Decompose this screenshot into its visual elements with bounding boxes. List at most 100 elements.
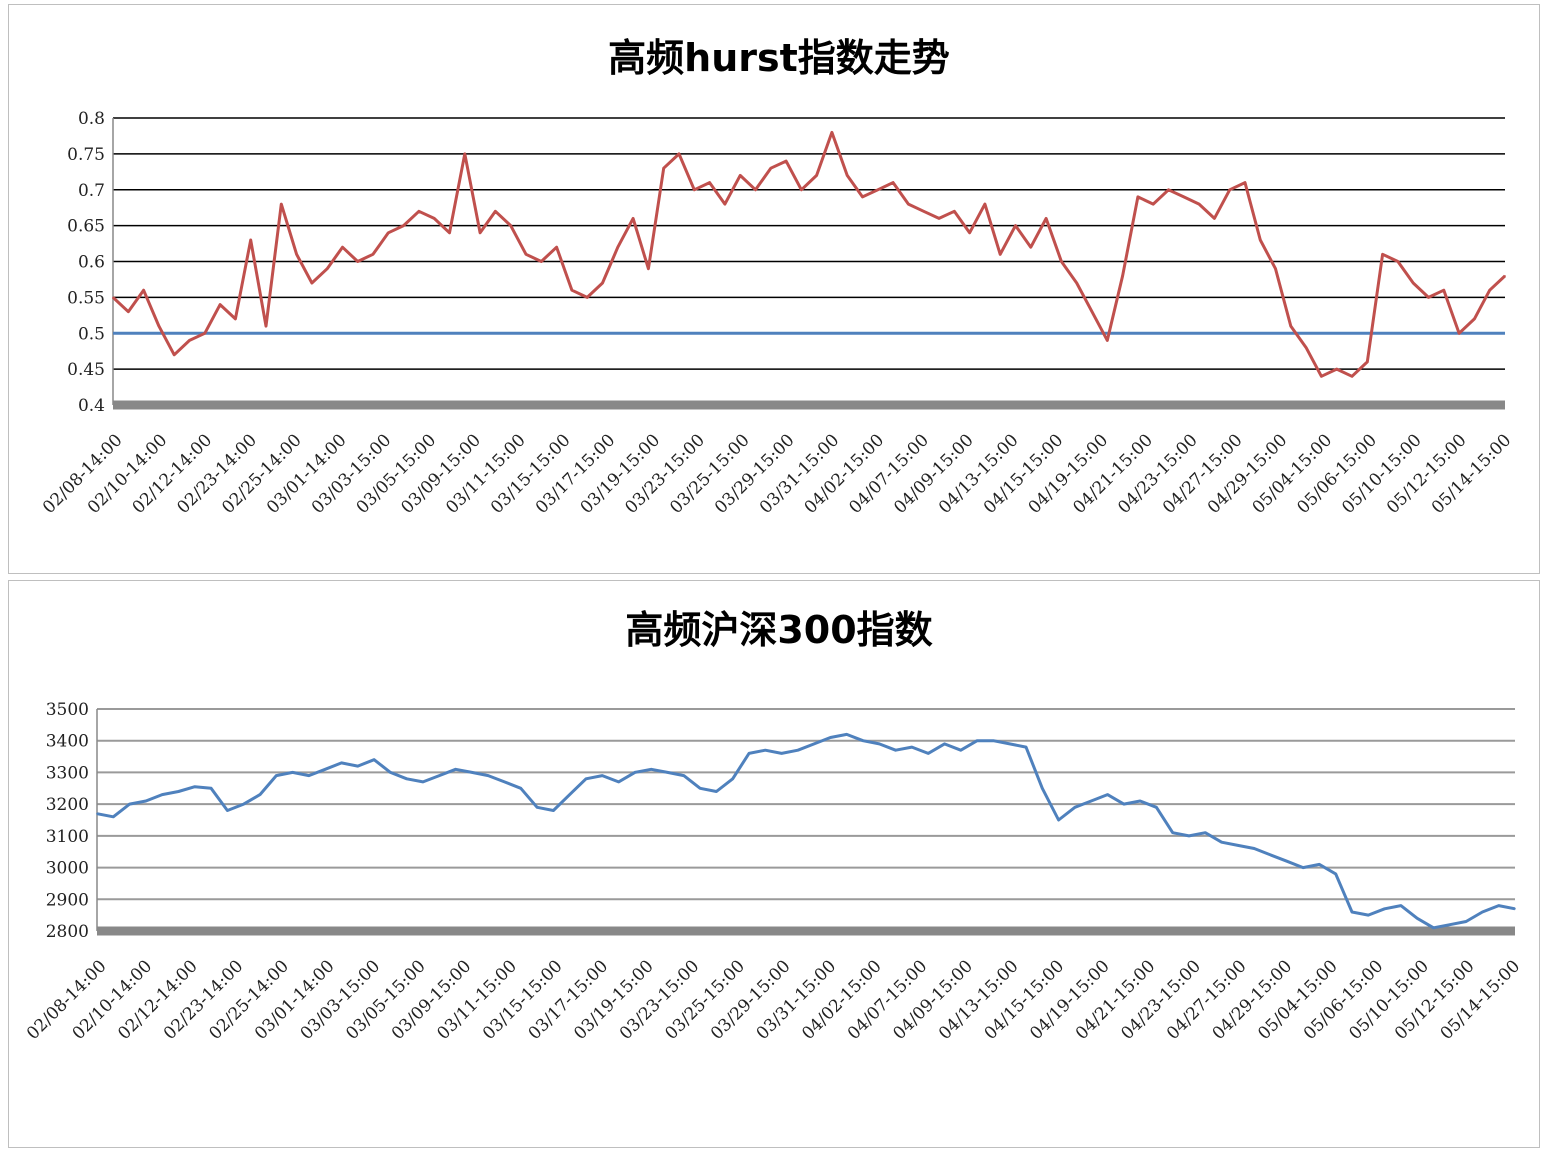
data-point	[1198, 203, 1200, 205]
data-point	[275, 774, 278, 777]
data-point	[1090, 800, 1092, 802]
data-point	[372, 253, 374, 256]
data-point	[907, 203, 910, 205]
y-tick-label: 0.5	[78, 324, 105, 344]
data-point	[405, 778, 408, 780]
data-point	[1367, 914, 1370, 916]
data-point	[861, 196, 864, 198]
data-point	[1351, 375, 1353, 378]
data-point	[1075, 282, 1078, 284]
x-tick-label: 05/14-15:00	[1437, 956, 1524, 1043]
hurst-chart: 高频hurst指数走势 0.8 0.75 0.7 0.65 0.6 0.55 0.5 0.45…	[39, 36, 1515, 518]
hurst-chart-panel: 高频hurst指数走势 0.8 0.75 0.7 0.65 0.6 0.55 0.5 0.45…	[8, 4, 1540, 574]
data-point	[418, 210, 420, 213]
data-point	[259, 793, 261, 796]
data-point	[1335, 368, 1338, 370]
data-point	[173, 354, 175, 356]
data-point	[1488, 289, 1491, 292]
y-tick-label: 0.55	[67, 288, 105, 308]
data-point	[402, 224, 405, 227]
y-tick-label: 3500	[46, 700, 89, 720]
data-point	[373, 758, 375, 761]
data-point	[617, 246, 619, 248]
data-point	[177, 790, 180, 793]
data-point	[1123, 803, 1125, 805]
data-point	[249, 239, 252, 241]
data-point	[188, 339, 191, 342]
data-point	[571, 289, 573, 292]
data-point	[226, 809, 229, 812]
y-tick-label: 3100	[46, 827, 89, 847]
data-point	[112, 816, 115, 818]
data-point	[494, 210, 497, 213]
data-point	[341, 246, 344, 248]
y-tick-label: 0.6	[78, 253, 105, 273]
data-point	[911, 746, 913, 748]
data-point	[1416, 917, 1418, 920]
data-point	[389, 771, 392, 774]
data-point	[1443, 289, 1445, 292]
chart-title: 高频沪深300指数	[625, 608, 932, 652]
data-point	[1041, 787, 1044, 790]
chart-title: 高频hurst指数走势	[608, 36, 950, 80]
data-point	[1302, 866, 1304, 869]
data-point	[280, 203, 283, 205]
data-point	[1228, 189, 1231, 191]
y-tick-label: 3400	[46, 732, 89, 752]
data-point	[1025, 746, 1027, 748]
data-point	[731, 778, 734, 780]
data-point	[724, 203, 726, 205]
data-point	[1269, 854, 1272, 856]
data-point	[1057, 819, 1060, 821]
data-point	[158, 325, 160, 327]
y-tick-label: 0.65	[67, 217, 105, 237]
data-point	[145, 800, 147, 802]
data-point	[662, 167, 665, 169]
data-point	[601, 282, 604, 284]
data-point	[877, 189, 879, 191]
data-point	[487, 774, 490, 777]
data-point	[780, 752, 783, 755]
data-point	[1139, 800, 1141, 802]
series-line	[111, 130, 1507, 378]
data-point	[617, 781, 620, 783]
data-point	[715, 790, 718, 793]
data-point	[295, 253, 298, 256]
y-tick-label: 0.8	[78, 109, 105, 129]
data-point	[831, 131, 833, 134]
data-point	[536, 806, 538, 809]
data-point	[1167, 189, 1170, 191]
data-point	[448, 232, 451, 234]
data-point	[204, 332, 206, 335]
data-point	[1274, 267, 1277, 270]
data-point	[1400, 904, 1402, 907]
csi300-chart: 高频沪深300指数 3500 3400 3300 3200 3100 3000 2900 28…	[23, 608, 1524, 1044]
data-point	[1432, 927, 1435, 929]
data-point	[1106, 339, 1109, 342]
data-point	[748, 752, 750, 755]
data-point	[586, 296, 588, 299]
data-point	[1320, 375, 1323, 378]
data-point	[311, 282, 313, 284]
data-point	[894, 749, 897, 751]
data-point	[503, 781, 506, 783]
data-point	[1060, 260, 1063, 263]
data-point	[1366, 361, 1369, 363]
data-point	[968, 232, 971, 234]
y-tick-label: 2800	[46, 922, 89, 942]
data-point	[922, 210, 925, 213]
data-point	[1504, 275, 1506, 277]
data-point	[1481, 911, 1484, 913]
data-point	[1383, 908, 1386, 910]
data-point	[1449, 923, 1451, 926]
data-point	[1286, 860, 1288, 862]
data-point	[1204, 831, 1207, 834]
data-point	[1427, 296, 1430, 299]
y-tick-label: 3000	[46, 859, 89, 879]
data-point	[1106, 793, 1109, 796]
data-point	[540, 260, 543, 263]
data-point	[454, 768, 457, 771]
y-tick-label: 0.45	[67, 360, 105, 380]
data-point	[520, 787, 522, 790]
data-point	[1237, 844, 1239, 847]
